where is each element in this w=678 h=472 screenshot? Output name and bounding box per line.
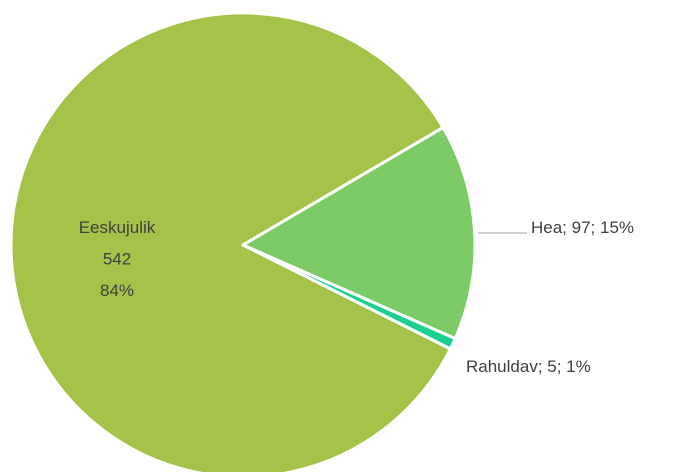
data-label: Eeskujulik 542 84% [79,218,156,300]
pie-slice [241,243,457,351]
data-label-line: Hea; 97; 15% [531,218,634,237]
data-label-line: 542 [103,250,131,269]
pie-slice [9,11,452,472]
data-label-line: Rahuldav; 5; 1% [466,357,591,376]
data-label: Hea; 97; 15% [531,218,634,237]
data-label-line: 84% [100,281,134,300]
pie-slice [241,126,477,341]
data-label: Rahuldav; 5; 1% [466,357,591,376]
data-label-line: Eeskujulik [79,218,156,237]
